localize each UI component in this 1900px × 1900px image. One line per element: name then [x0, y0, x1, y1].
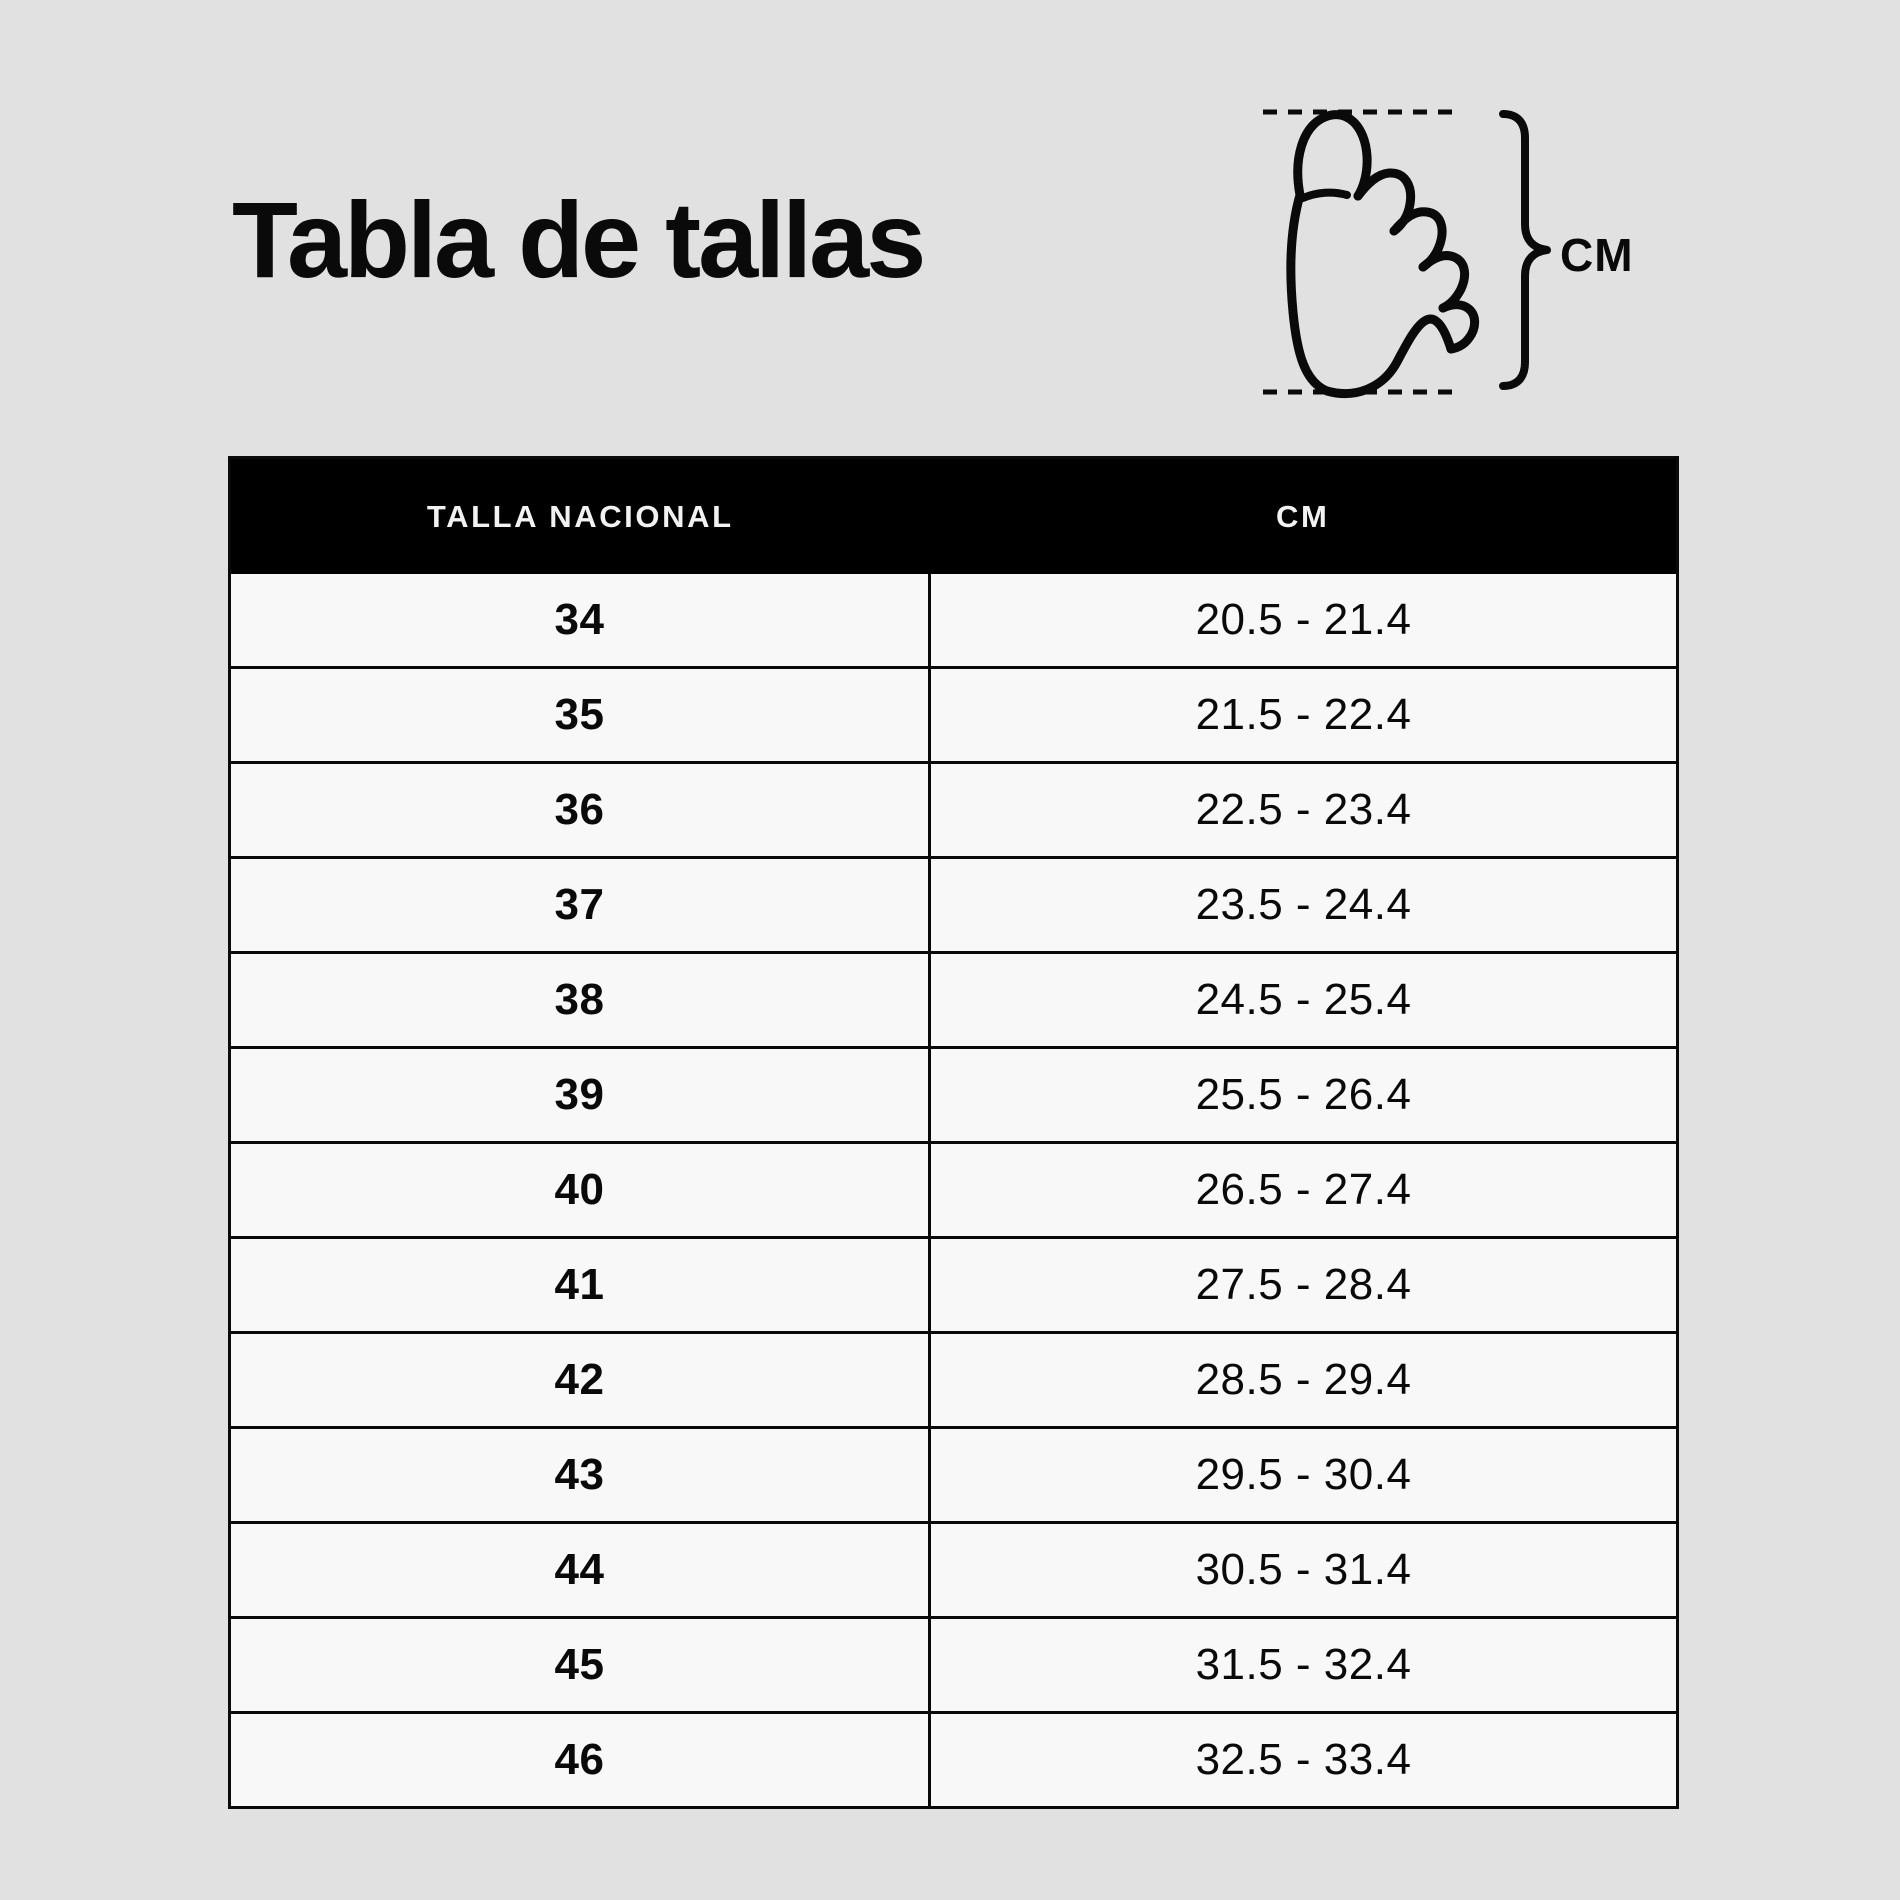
table-header-row: TALLA NACIONAL CM — [229, 457, 1678, 574]
cell-size: 37 — [229, 856, 931, 953]
table-row: 44 30.5 - 31.4 — [229, 1521, 1678, 1618]
table-row: 35 21.5 - 22.4 — [229, 666, 1678, 763]
cell-size: 46 — [229, 1711, 931, 1808]
cell-size: 43 — [229, 1426, 931, 1523]
table-header: TALLA NACIONAL CM — [229, 457, 1678, 574]
table-row: 43 29.5 - 30.4 — [229, 1426, 1678, 1523]
cell-cm: 30.5 - 31.4 — [929, 1521, 1678, 1618]
cell-size: 41 — [229, 1236, 931, 1333]
cell-cm: 31.5 - 32.4 — [929, 1616, 1678, 1713]
size-conversion-table: TALLA NACIONAL CM 34 20.5 - 21.4 35 21.5… — [228, 456, 1679, 1809]
foot-outline-icon — [1286, 110, 1480, 399]
cm-measure-label: CM — [1560, 229, 1634, 281]
cell-size: 38 — [229, 951, 931, 1048]
cell-cm: 21.5 - 22.4 — [929, 666, 1678, 763]
cell-cm: 23.5 - 24.4 — [929, 856, 1678, 953]
column-header-talla-nacional: TALLA NACIONAL — [229, 457, 930, 574]
table-row: 34 20.5 - 21.4 — [229, 574, 1678, 668]
cell-size: 40 — [229, 1141, 931, 1238]
cell-cm: 29.5 - 30.4 — [929, 1426, 1678, 1523]
cell-size: 34 — [229, 574, 931, 668]
table-row: 37 23.5 - 24.4 — [229, 856, 1678, 953]
cell-size: 36 — [229, 761, 931, 858]
table-row: 41 27.5 - 28.4 — [229, 1236, 1678, 1333]
cell-cm: 20.5 - 21.4 — [1195, 595, 1412, 644]
table-row: 40 26.5 - 27.4 — [229, 1141, 1678, 1238]
page-title: Tabla de tallas — [232, 179, 926, 300]
cell-cm: 27.5 - 28.4 — [929, 1236, 1678, 1333]
cell-cm: 28.5 - 29.4 — [929, 1331, 1678, 1428]
cell-size: 44 — [229, 1521, 931, 1618]
table-row: 36 22.5 - 23.4 — [229, 761, 1678, 858]
table-row: 42 28.5 - 29.4 — [229, 1331, 1678, 1428]
cell-cm: 32.5 - 33.4 — [929, 1711, 1678, 1808]
cell-size: 42 — [229, 1331, 931, 1428]
table-row: 45 31.5 - 32.4 — [229, 1616, 1678, 1713]
curly-brace-icon — [1499, 110, 1551, 390]
table-row: 46 32.5 - 33.4 — [229, 1711, 1678, 1808]
cell-cm: 24.5 - 25.4 — [929, 951, 1678, 1048]
cell-size: 35 — [229, 666, 931, 763]
table-row: 39 25.5 - 26.4 — [229, 1046, 1678, 1143]
table-body: 34 20.5 - 21.4 35 21.5 - 22.4 36 22.5 - … — [229, 574, 1678, 1808]
cell-size: 39 — [229, 1046, 931, 1143]
cell-size: 45 — [229, 1616, 931, 1713]
cell-cm: 22.5 - 23.4 — [929, 761, 1678, 858]
column-header-cm: CM — [929, 457, 1678, 574]
table-row: 38 24.5 - 25.4 — [229, 951, 1678, 1048]
cell-cm: 25.5 - 26.4 — [929, 1046, 1678, 1143]
foot-measurement-illustration — [1255, 100, 1675, 400]
cell-cm: 26.5 - 27.4 — [929, 1141, 1678, 1238]
